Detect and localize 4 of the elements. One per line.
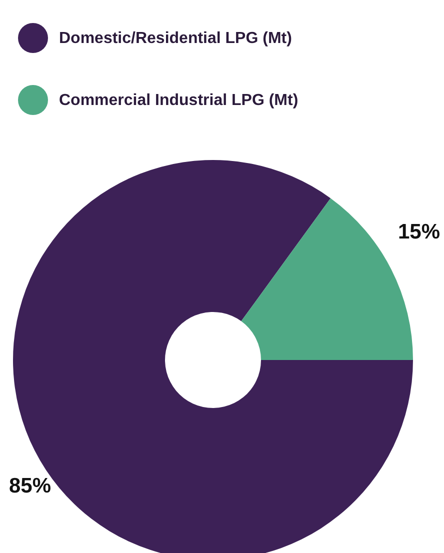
- data-label: 85%: [8, 474, 52, 498]
- data-label: 15%: [398, 220, 440, 244]
- legend-label: Commercial Industrial LPG (Mt): [59, 92, 298, 110]
- legend-label: Domestic/Residential LPG (Mt): [59, 30, 292, 48]
